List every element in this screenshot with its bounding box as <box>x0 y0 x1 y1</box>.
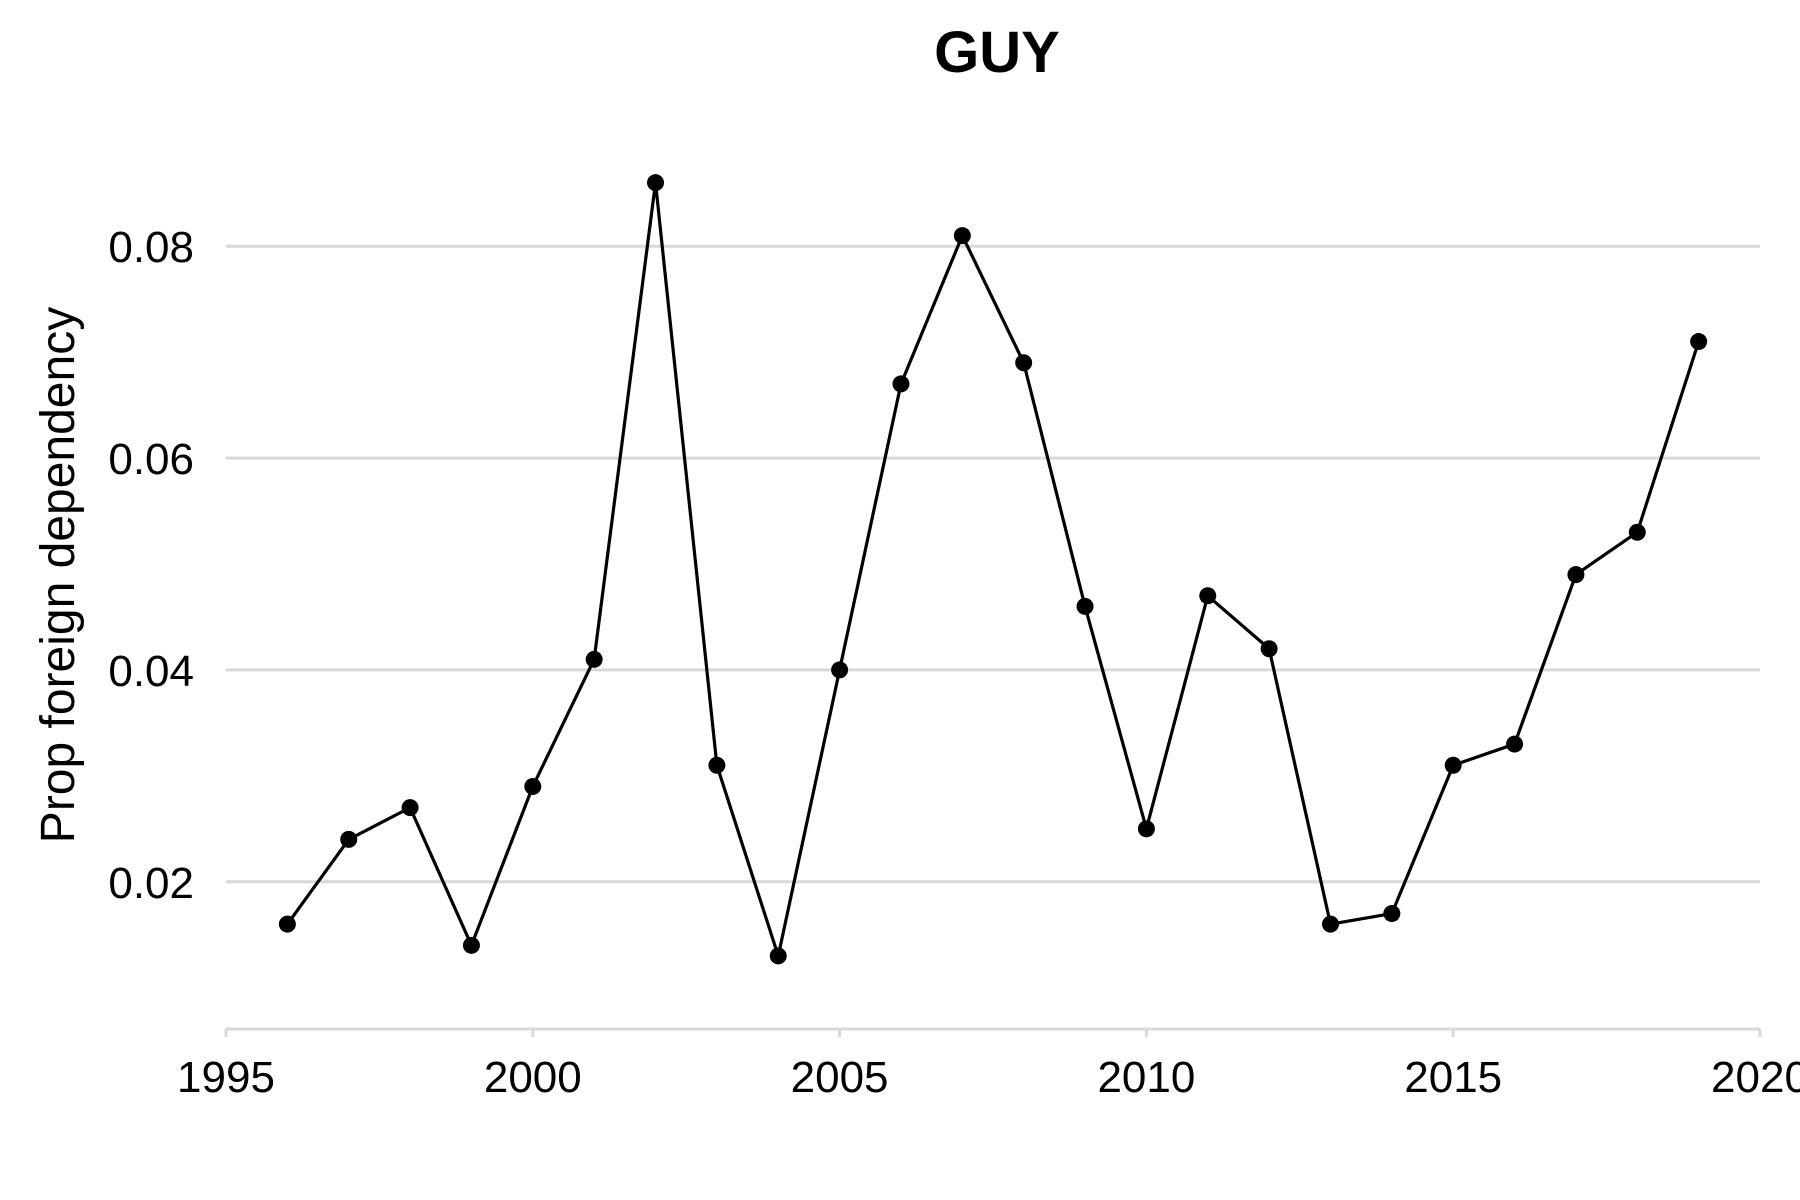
data-point <box>769 947 787 965</box>
data-point <box>1076 597 1094 615</box>
data-point <box>1383 905 1401 923</box>
y-tick-label-layer: 0.02 0.04 0.06 0.08 <box>108 223 194 908</box>
data-point <box>1321 915 1339 933</box>
data-point <box>585 650 603 668</box>
x-tick-label: 2020 <box>1711 1053 1800 1102</box>
data-point <box>1690 333 1708 351</box>
y-axis-label: Prop foreign dependency <box>32 307 85 843</box>
data-point <box>1567 566 1585 584</box>
data-point <box>278 915 296 933</box>
x-tick-label: 2005 <box>791 1053 889 1102</box>
x-tick-label: 1995 <box>177 1053 275 1102</box>
data-point <box>1015 354 1033 372</box>
x-tick-label-layer: 1995 2000 2005 2010 2015 2020 <box>177 1053 1800 1102</box>
x-tick-label: 2000 <box>484 1053 582 1102</box>
y-tick-label: 0.02 <box>108 859 194 908</box>
data-point <box>708 756 726 774</box>
y-tick-label: 0.04 <box>108 647 194 696</box>
data-point <box>1199 587 1217 605</box>
data-point <box>524 777 542 795</box>
y-tick-label: 0.06 <box>108 435 194 484</box>
data-point <box>953 227 971 245</box>
data-point <box>1506 735 1524 753</box>
data-point <box>1628 523 1646 541</box>
data-point <box>340 830 358 848</box>
chart-title: GUY <box>934 20 1060 85</box>
x-tick-label: 2015 <box>1404 1053 1502 1102</box>
data-point <box>1137 820 1155 838</box>
data-point <box>401 799 419 817</box>
data-point <box>1444 756 1462 774</box>
data-point <box>831 661 849 679</box>
axis-layer <box>224 1027 1762 1037</box>
x-tick-label: 2010 <box>1097 1053 1195 1102</box>
data-point <box>462 936 480 954</box>
series-layer <box>278 174 1708 965</box>
series-line <box>285 181 1701 958</box>
data-point <box>647 174 665 192</box>
data-point <box>1260 640 1278 658</box>
y-tick-label: 0.08 <box>108 223 194 272</box>
data-point <box>892 375 910 393</box>
grid-layer <box>226 244 1760 884</box>
